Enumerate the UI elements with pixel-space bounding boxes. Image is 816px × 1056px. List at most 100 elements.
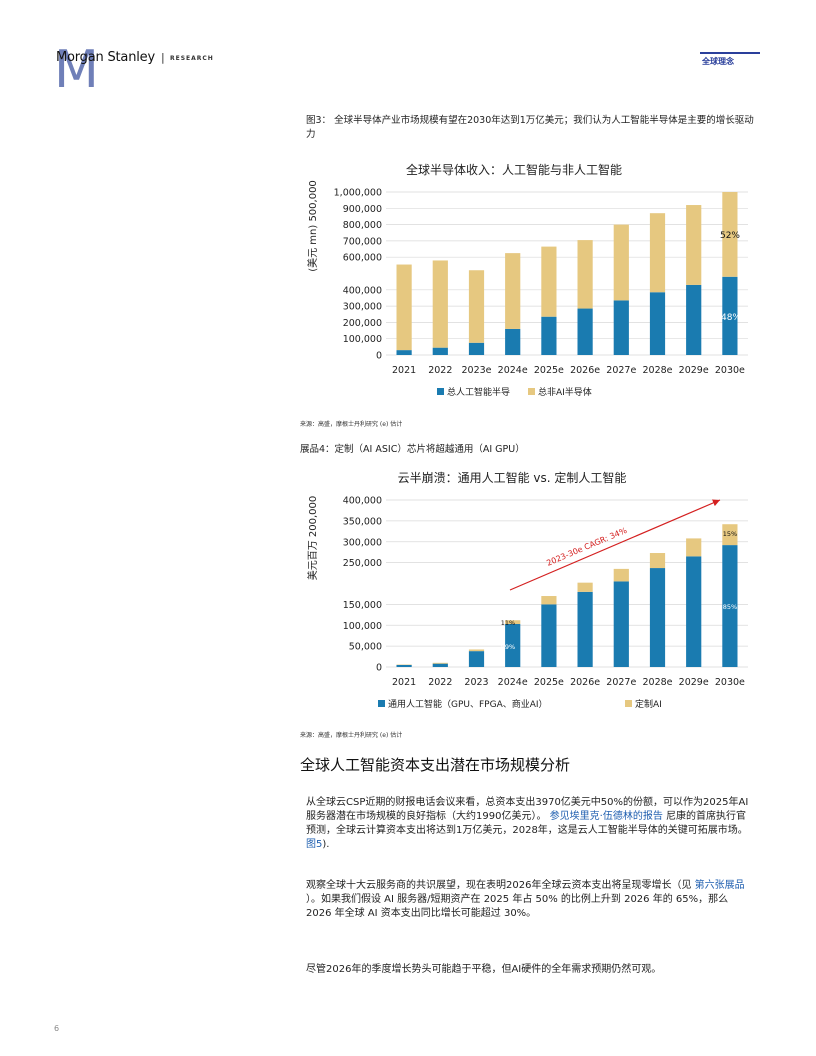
chart2-annotation-15: 15% [723, 530, 737, 538]
x-tick-label: 2029e [679, 677, 709, 688]
bar-segment-secondary [505, 253, 521, 329]
x-tick-label: 2022 [428, 365, 452, 376]
chart2-yticks: 0 50,000 100,000 150,000 250,000 300,000 350,0… [343, 496, 382, 674]
bar-segment-primary [541, 604, 557, 667]
bar-segment-primary [649, 292, 666, 355]
chart2-bars [396, 524, 738, 667]
bar-segment-primary [686, 556, 702, 667]
bar-segment-secondary [649, 553, 666, 569]
y-tick-label: 200,000 [343, 318, 382, 329]
chart2-annotation-85: 85% [723, 603, 737, 611]
x-tick-label: 2030e [715, 677, 745, 688]
y-tick-label: 150,000 [343, 600, 382, 611]
y-tick-label: 300,000 [343, 537, 382, 548]
paragraph-3: 尽管2026年的季度增长势头可能趋于平稳，但AI硬件的全年需求预期仍然可观。 [306, 964, 662, 975]
bar-segment-secondary [468, 649, 485, 652]
exhibit3-source: 来源：高盛，摩根士丹利研究 (e) 估计 [300, 421, 403, 428]
exhibit4-source: 来源：高盛，摩根士丹利研究 (e) 估计 [300, 732, 403, 739]
bar-segment-secondary [722, 524, 738, 546]
bar-segment-primary [505, 623, 521, 667]
chart2-legend-swatch-custom [625, 700, 632, 707]
logo-text: Morgan Stanley [56, 50, 155, 65]
bar-segment-primary [722, 545, 738, 667]
y-tick-label: 400,000 [343, 496, 382, 507]
bar-segment-secondary [577, 582, 593, 592]
logo-m-icon: M [54, 40, 99, 100]
chart2-legend-swatch-general [378, 700, 385, 707]
y-tick-label: 700,000 [343, 236, 382, 247]
logo-research: RESEARCH [170, 55, 214, 62]
x-tick-label: 2028e [642, 677, 672, 688]
bar-segment-primary [649, 568, 666, 667]
bar-segment-primary [577, 308, 593, 355]
exhibit6-link[interactable]: 第六张展品 [694, 880, 745, 891]
chart1-bars [396, 192, 738, 355]
chart2-legend: 通用人工智能（GPU、FPGA、商业AI） 定制AI [378, 698, 662, 710]
bar-segment-primary [396, 350, 412, 355]
bar-segment-primary [613, 581, 629, 667]
y-tick-label: 800,000 [343, 220, 382, 231]
x-tick-label: 2021 [392, 365, 416, 376]
chart2-legend-general: 通用人工智能（GPU、FPGA、商业AI） [388, 698, 548, 710]
bar-segment-secondary [649, 213, 666, 293]
bar-segment-primary [613, 300, 629, 355]
bar-segment-primary [541, 316, 557, 355]
x-tick-label: 2022 [428, 677, 452, 688]
x-tick-label: 2023e [461, 365, 491, 376]
bar-segment-secondary [613, 568, 629, 582]
bar-segment-primary [432, 347, 448, 355]
chart2-legend-custom: 定制AI [635, 698, 662, 710]
chart2-annotation-89: 89% [501, 643, 515, 651]
bar-segment-primary [468, 342, 485, 355]
x-tick-label: 2027e [606, 365, 636, 376]
chart1-annotation-52: 52% [720, 231, 740, 241]
chart1-title: 全球半导体收入：人工智能与非人工智能 [406, 162, 622, 177]
chart2-xticks: 2021 2022 2023 2024e 2025e 2026e 2027e 2028e 202… [392, 677, 745, 688]
woodring-report-link[interactable]: 参见埃里克·伍德林的报告 [549, 811, 663, 822]
chart2-ylabel: 美元百万 200,000 [306, 496, 319, 581]
chart1-legend: 总人工智能半导 总非AI半导体 [437, 386, 592, 398]
x-tick-label: 2024e [498, 365, 528, 376]
y-tick-label: 100,000 [343, 334, 382, 345]
y-tick-label: 400,000 [343, 285, 382, 296]
y-tick-label: 900,000 [343, 204, 382, 215]
chart2-title: 云半崩溃：通用人工智能 vs. 定制人工智能 [398, 470, 627, 485]
paragraph-2-text2: ）。如果我们假设 AI 服务器/短期资产在 2025 年占 50% 的比例上升到… [306, 894, 729, 919]
bar-segment-secondary [541, 596, 557, 605]
chart2-cagr-label: 2023-30e CAGR: 34% [545, 526, 628, 568]
header-rule [700, 52, 760, 54]
bar-segment-primary [468, 651, 485, 667]
bar-segment-secondary [432, 662, 448, 664]
exhibit4-title: 展品4：定制（AI ASIC）芯片将超越通用（AI GPU） [300, 444, 525, 455]
x-tick-label: 2025e [534, 677, 564, 688]
exhibit5-link[interactable]: 图5 [306, 839, 323, 850]
bar-segment-secondary [722, 192, 738, 277]
bar-segment-primary [686, 284, 702, 355]
chart1-ylabel: (美元 mn) 500,000 [306, 180, 319, 272]
y-tick-label: 0 [376, 663, 382, 674]
x-tick-label: 2026e [570, 365, 600, 376]
bar-segment-secondary [686, 538, 702, 557]
page-number: 6 [54, 1024, 60, 1033]
bar-segment-secondary [541, 246, 557, 317]
paragraph-1-text: 从全球云CSP近期的财报电话会议来看，总资本支出3970亿美元中50%的份额，可… [306, 797, 749, 822]
bar-segment-secondary [686, 205, 702, 285]
bar-segment-secondary [432, 260, 448, 348]
logo-separator: | [161, 51, 165, 64]
chart1-legend-swatch-nonai [528, 388, 535, 395]
chart1-legend-swatch-ai [437, 388, 444, 395]
x-tick-label: 2027e [606, 677, 636, 688]
chart1-legend-nonai: 总非AI半导体 [538, 386, 592, 398]
chart1-annotation-48: 48% [721, 313, 741, 323]
paragraph-1-text3: ). [322, 839, 330, 850]
x-tick-label: 2024e [498, 677, 528, 688]
y-tick-label: 100,000 [343, 621, 382, 632]
y-tick-label: 300,000 [343, 302, 382, 313]
bar-segment-primary [505, 328, 521, 355]
x-tick-label: 2030e [715, 365, 745, 376]
paragraph-1: 从全球云CSP近期的财报电话会议来看，总资本支出3970亿美元中50%的份额，可… [306, 796, 754, 852]
bar-segment-secondary [613, 224, 629, 301]
bar-segment-primary [432, 663, 448, 667]
y-tick-label: 50,000 [349, 642, 382, 653]
chart1-xticks: 2021 2022 2023e 2024e 2025e 2026e 2027e 2028e 20… [392, 365, 745, 376]
